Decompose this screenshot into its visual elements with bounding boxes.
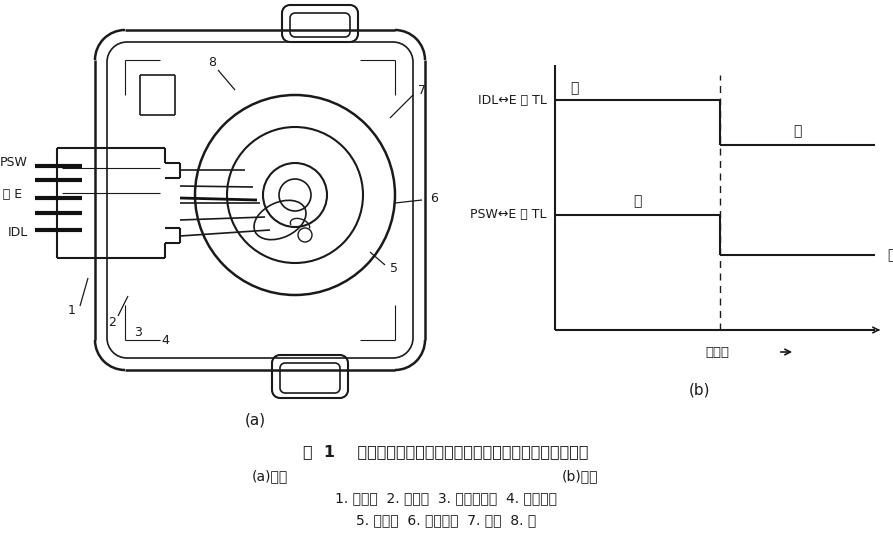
Text: 断: 断 — [633, 194, 641, 208]
Text: 2: 2 — [108, 315, 116, 329]
Text: 5. 控制臂  6. 节气门轴  7. 凸轮  8. 槽: 5. 控制臂 6. 节气门轴 7. 凸轮 8. 槽 — [356, 513, 536, 527]
Text: TL 或 E: TL 或 E — [0, 188, 22, 201]
Text: 图  1    开关量输出型节气门位置传感器的结构与电压输出信号: 图 1 开关量输出型节气门位置传感器的结构与电压输出信号 — [304, 444, 588, 459]
Text: 3: 3 — [134, 325, 142, 339]
Text: (b): (b) — [689, 383, 711, 398]
Text: 8: 8 — [208, 56, 216, 68]
Text: 1: 1 — [68, 304, 76, 316]
Text: IDL: IDL — [8, 226, 28, 239]
Text: (a): (a) — [245, 413, 265, 428]
Text: PSW: PSW — [0, 156, 28, 168]
Text: IDL↔E 或 TL: IDL↔E 或 TL — [478, 93, 547, 107]
Text: 7: 7 — [418, 83, 426, 97]
Text: 4: 4 — [161, 334, 169, 346]
Text: 1. 连接器  2. 动触点  3. 全负荷触点  4. 怚速触点: 1. 连接器 2. 动触点 3. 全负荷触点 4. 怚速触点 — [335, 491, 557, 505]
Text: 通: 通 — [887, 248, 893, 262]
Text: 6: 6 — [430, 191, 438, 205]
Text: (b)特性: (b)特性 — [562, 469, 598, 483]
Text: (a)结构: (a)结构 — [252, 469, 288, 483]
Text: PSW↔E 或 TL: PSW↔E 或 TL — [471, 208, 547, 221]
Text: 节气门: 节气门 — [705, 345, 729, 359]
Text: 通: 通 — [570, 81, 579, 95]
Text: 断: 断 — [793, 124, 801, 138]
Text: 5: 5 — [390, 261, 398, 275]
